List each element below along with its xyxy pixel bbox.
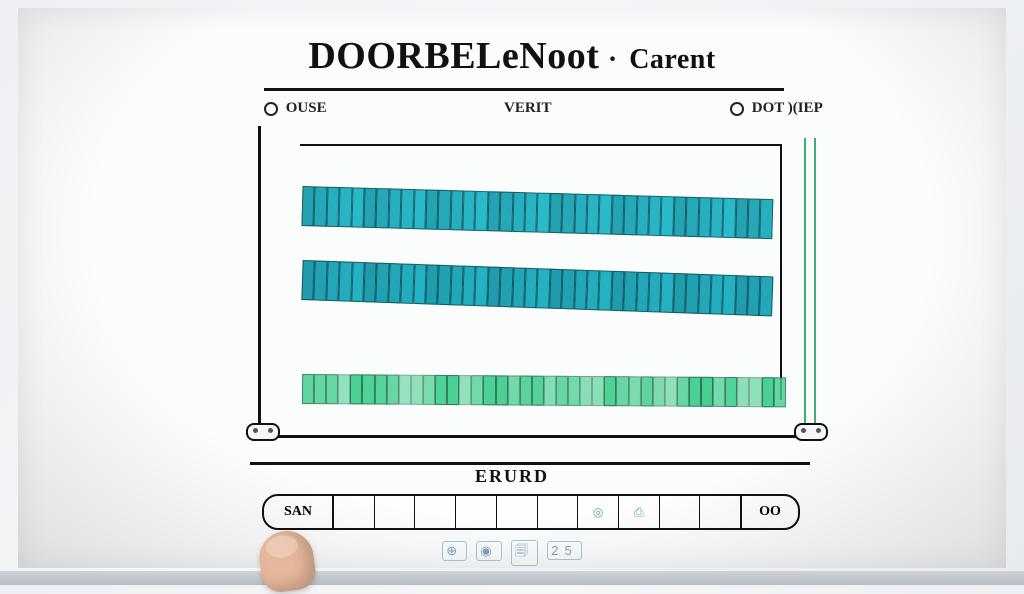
title-separator: · — [608, 44, 625, 75]
monitor-bezel — [0, 571, 1024, 585]
strip-cell-2[interactable] — [415, 496, 456, 528]
bar-2 — [302, 374, 788, 407]
system-icon-row: ⊕ ◉ 🗐 25 — [18, 540, 1006, 566]
input-strip[interactable]: SAN ◎⎙ OO — [262, 494, 800, 530]
strip-cell-6[interactable]: ◎ — [578, 496, 619, 528]
sys-icon[interactable]: 25 — [547, 541, 581, 560]
chart-frame — [258, 126, 798, 438]
strip-lead[interactable]: SAN — [264, 496, 334, 528]
strip-cell-3[interactable] — [456, 496, 497, 528]
bullet-icon — [730, 102, 744, 116]
axis-label-center: VERIT — [504, 100, 552, 117]
title-main: DOORBELeNoot — [308, 35, 599, 77]
bar-1 — [301, 260, 774, 316]
page-title: DOORBELeNoot · Carent — [18, 34, 1006, 78]
strip-cell-1[interactable] — [375, 496, 416, 528]
footer-rule — [250, 462, 810, 465]
screen-surface: DOORBELeNoot · Carent OUSE VERIT DOT )(I… — [18, 8, 1006, 568]
strip-tail[interactable]: OO — [740, 496, 798, 528]
sys-icon[interactable]: ◉ — [476, 541, 501, 561]
strip-cell-8[interactable] — [660, 496, 701, 528]
title-sub: Carent — [629, 44, 715, 75]
sys-icon[interactable]: ⊕ — [442, 541, 467, 561]
connector-left — [246, 423, 280, 441]
bar-0 — [301, 186, 774, 239]
strip-cell-9[interactable] — [700, 496, 740, 528]
strip-cell-0[interactable] — [334, 496, 375, 528]
axis-label-right: DOT )(IEP — [730, 100, 823, 117]
x-axis — [258, 435, 798, 438]
strip-cell-7[interactable]: ⎙ — [619, 496, 660, 528]
inner-border-top — [300, 144, 780, 146]
sys-icon[interactable]: 🗐 — [511, 540, 538, 566]
title-underline — [264, 88, 784, 91]
strip-cell-5[interactable] — [538, 496, 579, 528]
inner-border-right — [780, 144, 782, 400]
right-rail — [804, 138, 816, 426]
footer-label: ERURD — [18, 466, 1006, 487]
connector-right — [794, 423, 828, 441]
bullet-icon — [264, 102, 278, 116]
strip-cell-4[interactable] — [497, 496, 538, 528]
y-axis — [258, 126, 261, 438]
axis-label-left: OUSE — [264, 100, 327, 117]
